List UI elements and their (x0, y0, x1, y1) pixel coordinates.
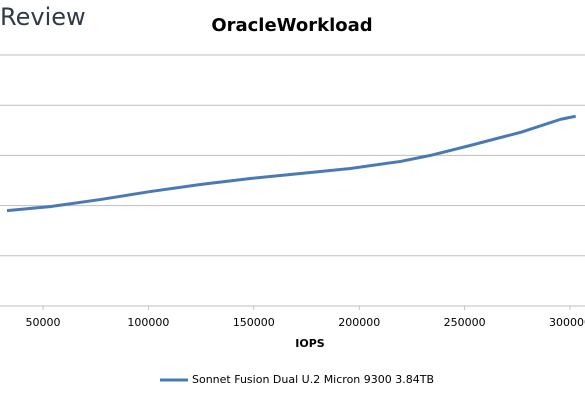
x-axis-label: IOPS (295, 337, 325, 350)
x-tick-label: 250000 (444, 316, 486, 329)
x-tick-label: 200000 (338, 316, 380, 329)
legend-label: Sonnet Fusion Dual U.2 Micron 9300 3.84T… (192, 373, 434, 386)
x-tick-label: 50000 (26, 316, 61, 329)
data-line (6, 114, 577, 213)
chart-title: OracleWorkload (211, 15, 372, 36)
x-tick-label: 150000 (233, 316, 275, 329)
logo: Review (0, 3, 86, 31)
x-tick-label: 300000 (549, 316, 585, 329)
x-tick-label: 100000 (127, 316, 169, 329)
